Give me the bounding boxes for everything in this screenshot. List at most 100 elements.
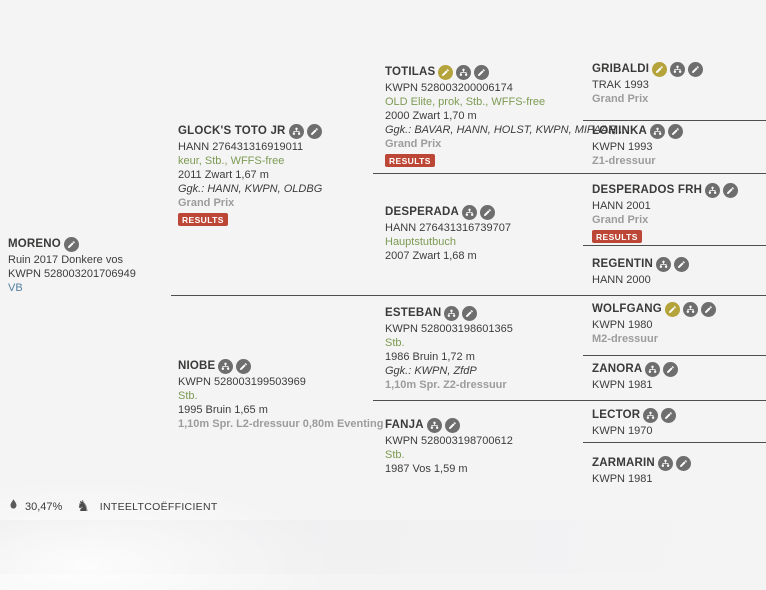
registration-number: KWPN 1981 — [592, 379, 653, 391]
results-badge[interactable]: RESULTS — [385, 154, 435, 167]
pedigree-icon[interactable] — [426, 417, 442, 433]
predicates: Stb. — [385, 449, 405, 461]
birth-details: 2007 Zwart 1,68 m — [385, 250, 477, 262]
horse-name-link[interactable]: GRIBALDI — [592, 63, 650, 75]
horse-name-link[interactable]: REGENTIN — [592, 258, 654, 270]
horse-name-link[interactable]: DESPERADOS FRH — [592, 184, 703, 196]
horse-description: Ruin 2017 Donkere vos — [8, 254, 123, 266]
edit-icon[interactable] — [723, 182, 739, 198]
horse-name-link[interactable]: FANJA — [385, 419, 424, 431]
horse-card-zanora: ZANORA KWPN 1981 — [592, 360, 762, 392]
pedigree-divider-dam-gen2 — [373, 400, 766, 401]
pedigree-icon[interactable] — [462, 204, 478, 220]
sport-level: Z1-dressuur — [592, 155, 656, 167]
pedigree-icon[interactable] — [705, 182, 721, 198]
horse-card-esteban: ESTEBAN KWPN 528003198601365 Stb. 1986 B… — [385, 304, 581, 392]
pedigree-icon[interactable] — [682, 301, 698, 317]
edit-icon[interactable] — [661, 407, 677, 423]
registration-number: HANN 2000 — [592, 274, 651, 286]
sport-level: Grand Prix — [592, 93, 649, 105]
edit-icon[interactable] — [480, 204, 496, 220]
edit-icon[interactable] — [306, 123, 322, 139]
horse-name-link[interactable]: WOLFGANG — [592, 303, 662, 315]
inbreeding-coefficient[interactable]: 30,47% ♞ INTEELTCOËFFICIENT — [8, 497, 218, 516]
horse-card-lominka: LOMINKA KWPN 1993 Z1-dressuur — [592, 122, 762, 168]
edit-icon[interactable] — [675, 455, 691, 471]
registration-number: HANN 276431316919011 — [178, 141, 304, 153]
horse-card-totilas: TOTILAS KWPN 528003200006174 OLD Elite, … — [385, 63, 629, 169]
edit-icon[interactable] — [674, 256, 690, 272]
pedigree-icon[interactable] — [657, 455, 673, 471]
horse-card-glocks-toto-jr: GLOCK'S TOTO JR HANN 276431316919011 keu… — [178, 122, 374, 228]
edit-icon[interactable] — [444, 417, 460, 433]
gold-pencil-icon[interactable] — [652, 61, 668, 77]
pedigree-icon[interactable] — [645, 361, 661, 377]
pedigree-icon[interactable] — [444, 305, 460, 321]
pedigree-icon[interactable] — [643, 407, 659, 423]
registration-number: KWPN 1993 — [592, 141, 653, 153]
edit-icon[interactable] — [668, 123, 684, 139]
edit-icon[interactable] — [474, 64, 490, 80]
horse-name-link[interactable]: TOTILAS — [385, 66, 436, 78]
horse-card-fanja: FANJA KWPN 528003198700612 Stb. 1987 Vos… — [385, 416, 581, 476]
horse-card-zarmarin: ZARMARIN KWPN 1981 — [592, 454, 762, 486]
horse-name-link[interactable]: ZARMARIN — [592, 457, 655, 469]
registration-number: KWPN 1970 — [592, 425, 653, 437]
approvals: Ggk.: KWPN, ZfdP — [385, 365, 477, 377]
edit-icon[interactable] — [688, 61, 704, 77]
birth-details: 1995 Bruin 1,65 m — [178, 404, 268, 416]
horse-card-desperada: DESPERADA HANN 276431316739707 Hauptstut… — [385, 203, 581, 263]
pedigree-icon[interactable] — [650, 123, 666, 139]
results-badge[interactable]: RESULTS — [178, 213, 228, 226]
inbreeding-label: INTEELTCOËFFICIENT — [99, 500, 218, 513]
horse-name-link[interactable]: ESTEBAN — [385, 307, 442, 319]
results-badge[interactable]: RESULTS — [592, 230, 642, 243]
edit-icon[interactable] — [700, 301, 716, 317]
pedigree-divider-gen3-3 — [583, 355, 766, 356]
horse-name-link[interactable]: LECTOR — [592, 409, 641, 421]
sport-level: 1,10m Spr. Z2-dressuur — [385, 379, 507, 391]
horse-name-link[interactable]: MORENO — [8, 238, 61, 250]
pedigree-divider-sire-gen2 — [373, 173, 766, 174]
pedigree-icon[interactable] — [670, 61, 686, 77]
horse-card-gribaldi: GRIBALDI TRAK 1993 Grand Prix — [592, 60, 762, 106]
horse-name-link[interactable]: GLOCK'S TOTO JR — [178, 125, 286, 137]
predicates: keur, Stb., WFFS-free — [178, 155, 285, 167]
pedigree-icon[interactable] — [656, 256, 672, 272]
horse-card-desperados-frh: DESPERADOS FRH HANN 2001 Grand Prix RESU… — [592, 181, 762, 245]
pedigree-divider-main — [171, 295, 766, 296]
registration-number: TRAK 1993 — [592, 79, 649, 91]
edit-icon[interactable] — [462, 305, 478, 321]
sport-level: Grand Prix — [178, 197, 235, 209]
birth-details: 2000 Zwart 1,70 m — [385, 110, 477, 122]
pedigree-divider-gen3-4 — [583, 442, 766, 443]
studbook-register-link[interactable]: VB — [8, 282, 23, 294]
horse-card-niobe: NIOBE KWPN 528003199503969 Stb. 1995 Bru… — [178, 357, 383, 431]
registration-number: KWPN 528003199503969 — [178, 376, 306, 388]
pedigree-icon[interactable] — [456, 64, 472, 80]
blood-drop-icon — [8, 497, 19, 516]
registration-number: KWPN 1981 — [592, 473, 653, 485]
edit-icon[interactable] — [63, 236, 79, 252]
horse-name-link[interactable]: LOMINKA — [592, 125, 648, 137]
horse-card-lector: LECTOR KWPN 1970 — [592, 406, 762, 438]
horse-name-link[interactable]: DESPERADA — [385, 206, 460, 218]
horse-card-wolfgang: WOLFGANG KWPN 1980 M2-dressuur — [592, 300, 762, 346]
birth-details: 1987 Vos 1,59 m — [385, 463, 468, 475]
pedigree-divider-gen3-1 — [583, 120, 766, 121]
registration-number: KWPN 528003198601365 — [385, 323, 513, 335]
pedigree-icon[interactable] — [288, 123, 304, 139]
horse-name-link[interactable]: ZANORA — [592, 363, 643, 375]
horse-name-link[interactable]: NIOBE — [178, 360, 216, 372]
inbreeding-value: 30,47% — [25, 500, 63, 513]
edit-icon[interactable] — [236, 358, 252, 374]
pedigree-divider-gen3-2 — [583, 245, 766, 246]
predicates: Stb. — [385, 337, 405, 349]
gold-pencil-icon[interactable] — [438, 64, 454, 80]
predicates: Stb. — [178, 390, 198, 402]
gold-pencil-icon[interactable] — [664, 301, 680, 317]
registration-number: KWPN 528003201706949 — [8, 268, 136, 280]
edit-icon[interactable] — [663, 361, 679, 377]
sport-level: Grand Prix — [385, 138, 442, 150]
pedigree-icon[interactable] — [218, 358, 234, 374]
